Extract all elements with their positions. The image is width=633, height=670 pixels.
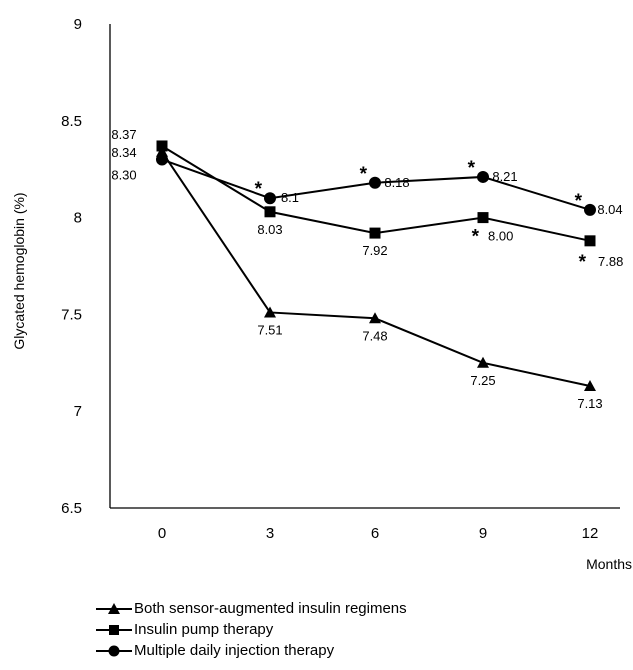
triangle-marker [264, 306, 276, 318]
significance-marker: * [255, 179, 263, 200]
triangle-marker [369, 312, 381, 324]
data-label: 7.25 [470, 373, 495, 388]
data-label: 8.21 [492, 169, 517, 184]
data-label: 7.88 [598, 254, 623, 269]
square-marker [369, 227, 381, 239]
data-label: 8.37 [111, 127, 136, 142]
legend-item-insulin-pump: Insulin pump therapy [92, 619, 407, 640]
x-tick-label: 0 [158, 525, 166, 542]
y-tick-label: 6.5 [61, 500, 82, 517]
axes [109, 24, 620, 509]
data-label: 8.04 [597, 202, 622, 217]
circle-marker [369, 176, 381, 189]
y-tick-label: 9 [74, 16, 82, 33]
circle-marker [584, 203, 596, 216]
y-axis-title: Glycated hemoglobin (%) [11, 192, 27, 349]
series-line [161, 145, 591, 242]
significance-marker: * [468, 158, 476, 179]
legend-label: Both sensor-augmented insulin regimens [134, 600, 407, 617]
data-labels: 8.34 7.51 7.48 7.25 7.13 8.37 8.03 7.92 8.00 * 7.8… [111, 127, 623, 411]
data-label: 7.13 [577, 396, 602, 411]
y-tick-labels: 6.5 7 7.5 8 8.5 9 [61, 16, 82, 517]
legend-label: Multiple daily injection therapy [134, 642, 335, 659]
y-tick-label: 7.5 [61, 306, 82, 323]
y-tick-label: 7 [74, 403, 82, 420]
legend-item-both-sensor-augmented: Both sensor-augmented insulin regimens [92, 598, 407, 619]
series-group [156, 140, 596, 392]
legend: Both sensor-augmented insulin regimens I… [92, 598, 407, 661]
y-tick-label: 8.5 [61, 113, 82, 130]
data-label: 8.34 [111, 145, 136, 160]
square-marker [584, 235, 596, 247]
triangle-marker [584, 380, 596, 392]
significance-marker: * [575, 191, 583, 212]
circle-marker [156, 153, 168, 166]
significance-marker: * [360, 164, 368, 185]
significance-marker: * [579, 252, 587, 273]
x-tick-labels: 0 3 6 9 12 [158, 525, 599, 542]
x-tick-label: 3 [266, 525, 274, 542]
data-label: 7.51 [257, 322, 282, 337]
data-label: 8.03 [257, 222, 282, 237]
square-marker [477, 212, 489, 224]
legend-square-marker-icon [96, 624, 132, 635]
x-axis-title: Months [586, 556, 632, 572]
y-tick-label: 8 [74, 210, 82, 227]
data-label: 8.30 [111, 168, 136, 183]
circle-marker [264, 192, 276, 205]
legend-item-multiple-daily-injection: Multiple daily injection therapy [92, 640, 407, 661]
legend-circle-marker-icon [96, 645, 132, 656]
data-label: 7.48 [362, 328, 387, 343]
x-tick-label: 12 [582, 525, 599, 542]
significance-marker: * [472, 227, 480, 248]
circle-marker [477, 170, 489, 183]
legend-label: Insulin pump therapy [134, 621, 274, 638]
x-tick-label: 6 [371, 525, 379, 542]
x-tick-label: 9 [479, 525, 487, 542]
triangle-marker [477, 356, 489, 368]
data-label: 7.92 [362, 243, 387, 258]
data-label: 8.18 [384, 175, 409, 190]
square-marker [156, 140, 168, 152]
data-label: 8.1 [281, 190, 299, 205]
data-label: 8.00 [488, 229, 513, 244]
legend-triangle-marker-icon [96, 602, 132, 614]
square-marker [264, 206, 276, 218]
